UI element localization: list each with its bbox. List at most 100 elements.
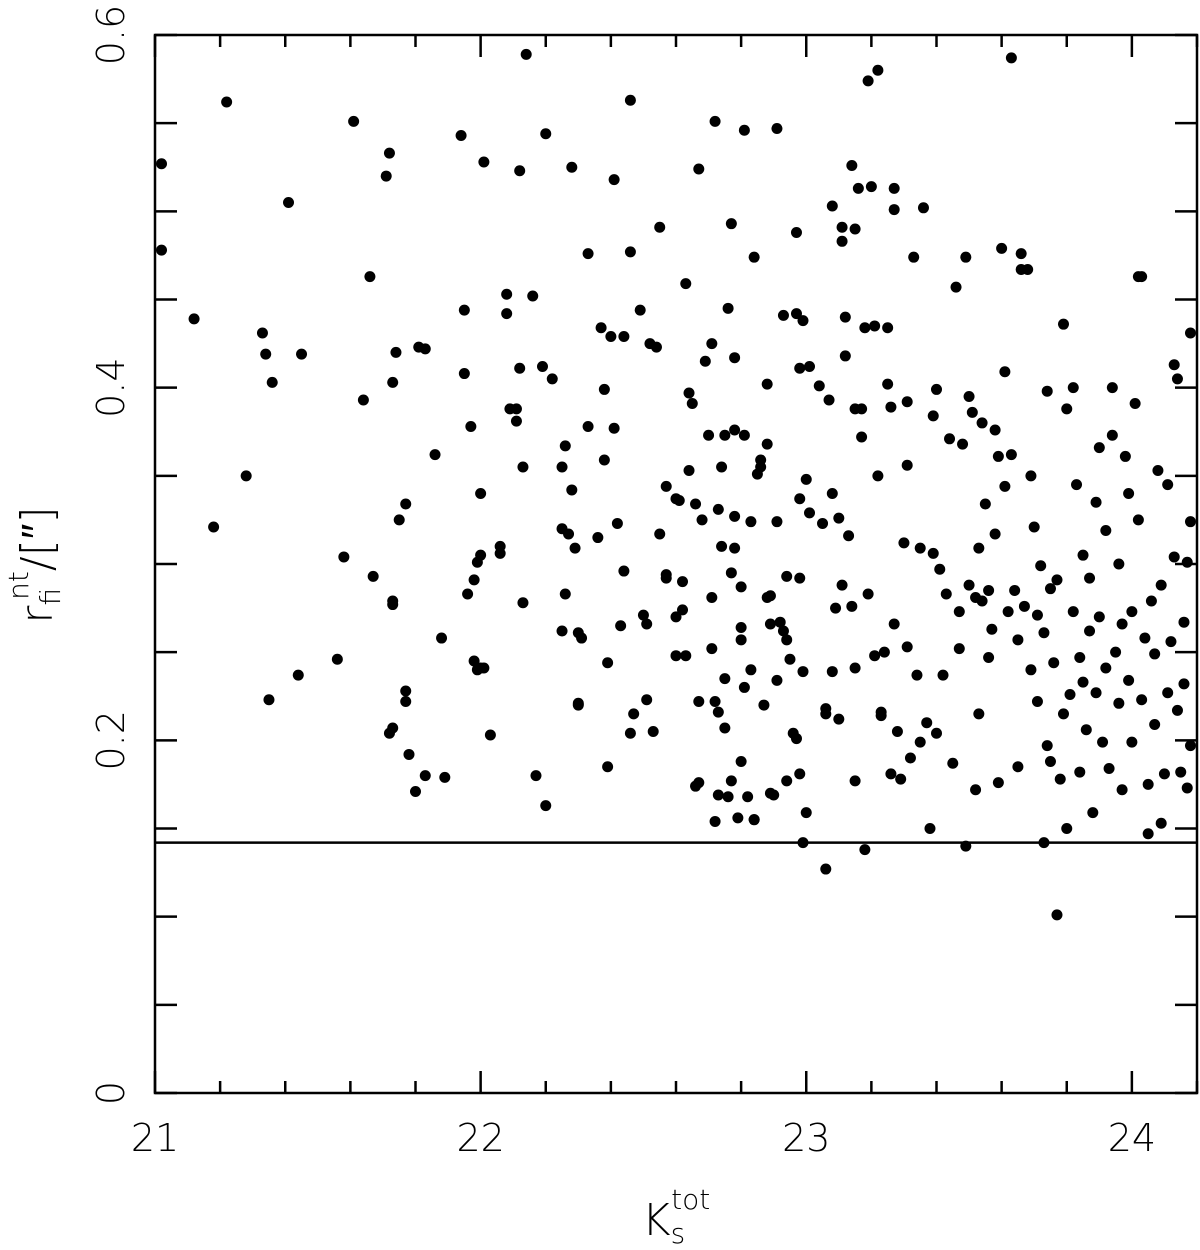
data-point <box>888 182 900 194</box>
data-point <box>823 394 835 406</box>
data-point <box>1093 442 1105 454</box>
data-point <box>1142 778 1154 790</box>
data-point <box>1084 625 1096 637</box>
data-point <box>976 595 988 607</box>
data-point <box>514 165 526 177</box>
data-point <box>624 727 636 739</box>
data-point <box>755 454 767 466</box>
data-point <box>1090 496 1102 508</box>
data-point <box>1057 318 1069 330</box>
data-point <box>478 156 490 168</box>
data-point <box>1038 627 1050 639</box>
data-point <box>618 331 630 343</box>
data-point <box>296 348 308 360</box>
data-point <box>383 147 395 159</box>
data-point <box>677 576 689 588</box>
data-point <box>989 424 1001 436</box>
data-point <box>569 542 581 554</box>
data-point <box>1152 465 1164 477</box>
data-point <box>960 840 972 852</box>
data-point <box>263 694 275 706</box>
data-point <box>240 470 252 482</box>
data-point <box>901 459 913 471</box>
x-tick-label: 23 <box>782 1116 830 1160</box>
y-tick-label: 0.2 <box>89 710 133 770</box>
data-point <box>670 650 682 662</box>
data-point <box>1132 514 1144 526</box>
data-point <box>1041 740 1053 752</box>
data-point <box>725 775 737 787</box>
data-point <box>156 244 168 256</box>
data-point <box>367 570 379 582</box>
data-point <box>1080 724 1092 736</box>
data-point <box>917 202 929 214</box>
y-label-sub: f <box>34 588 67 606</box>
data-point <box>221 96 233 108</box>
data-point <box>188 313 200 325</box>
data-point <box>536 361 548 373</box>
data-point <box>628 708 640 720</box>
data-point <box>768 789 780 801</box>
data-point <box>1113 558 1125 570</box>
data-point <box>563 528 575 540</box>
data-point <box>1074 651 1086 663</box>
data-point <box>924 823 936 834</box>
x-tick-label: 24 <box>1108 1116 1156 1160</box>
data-point <box>709 696 721 708</box>
data-point <box>794 362 806 374</box>
x-tick-label: 21 <box>131 1116 179 1160</box>
data-point <box>520 48 532 60</box>
data-point <box>465 420 477 432</box>
data-point <box>1009 584 1021 596</box>
data-point <box>1123 674 1135 686</box>
data-point <box>693 777 705 789</box>
data-point <box>891 726 903 738</box>
data-point <box>706 592 718 604</box>
data-point <box>364 271 376 283</box>
data-point <box>904 752 916 764</box>
data-point <box>921 717 933 729</box>
data-point <box>634 304 646 316</box>
data-point <box>839 350 851 362</box>
y-tick-label: 0.6 <box>89 5 133 65</box>
data-point <box>1031 696 1043 708</box>
data-point <box>790 226 802 238</box>
data-point <box>1057 708 1069 720</box>
y-label-sup: int <box>2 571 35 600</box>
data-point <box>1025 470 1037 482</box>
data-point <box>501 288 513 300</box>
data-point <box>865 181 877 193</box>
data-point <box>911 669 923 681</box>
data-point <box>1136 694 1148 706</box>
data-point <box>745 516 757 528</box>
data-point <box>1022 264 1034 276</box>
data-point <box>1136 271 1148 283</box>
data-point <box>654 221 666 233</box>
data-point <box>846 159 858 171</box>
data-point <box>706 338 718 350</box>
data-point <box>979 498 991 510</box>
data-point <box>849 662 861 674</box>
data-point <box>387 722 399 734</box>
data-point <box>677 604 689 616</box>
data-point <box>706 643 718 655</box>
data-point <box>1038 837 1050 849</box>
data-point <box>996 242 1008 254</box>
data-point <box>1100 662 1112 674</box>
data-point <box>1077 549 1089 561</box>
data-point <box>966 406 978 418</box>
x-label-sub: s <box>671 1217 686 1250</box>
data-point <box>797 315 809 327</box>
data-point <box>885 401 897 413</box>
data-point <box>540 128 552 140</box>
data-point <box>1044 583 1056 595</box>
data-point <box>813 380 825 392</box>
data-point <box>790 733 802 745</box>
data-point <box>774 616 786 628</box>
data-point <box>983 651 995 663</box>
data-point <box>1123 487 1135 499</box>
data-point <box>514 362 526 374</box>
data-point <box>478 662 490 674</box>
data-point <box>963 579 975 591</box>
